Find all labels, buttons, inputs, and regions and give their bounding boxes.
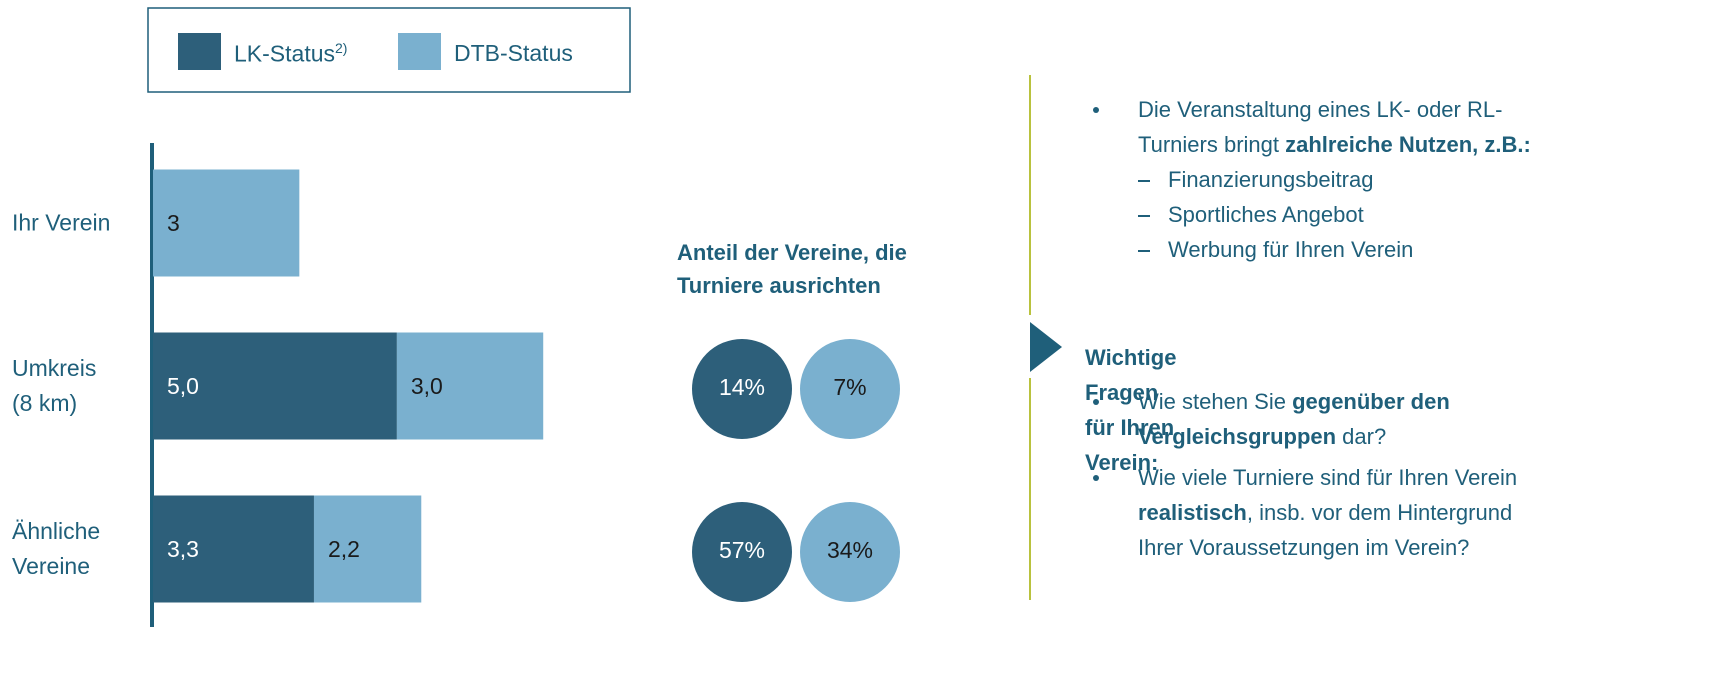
- sub-text: Sportliches Angebot: [1168, 202, 1364, 227]
- text-run: Wie viele Turniere sind für Ihren Verein: [1138, 465, 1518, 490]
- sub-item: Werbung für Ihren Verein: [1138, 232, 1558, 267]
- bar: [313, 495, 422, 603]
- category-label: Ähnliche Vereine: [12, 518, 101, 579]
- value-label: 5,0: [167, 373, 199, 399]
- bullet-dot: [1093, 107, 1099, 113]
- bar: [396, 332, 544, 440]
- bullet-text: Wie viele Turniere sind für Ihren Verein…: [1138, 460, 1558, 565]
- text-run: Die Veranstaltung eines LK- oder RL-Turn…: [1138, 97, 1503, 157]
- text-run: gegenüber den Vergleichsgruppen: [1138, 389, 1450, 449]
- value-label: 3: [167, 210, 180, 236]
- circle: [800, 502, 900, 602]
- legend-swatch: [178, 33, 221, 70]
- dash: [1138, 180, 1150, 182]
- bullet-text: Die Veranstaltung eines LK- oder RL-Turn…: [1138, 92, 1558, 162]
- text-run: Wie stehen Sie: [1138, 389, 1293, 414]
- text-run: , insb. vor dem Hintergrund Ihrer Voraus…: [1138, 500, 1513, 560]
- bar: [153, 169, 300, 277]
- category-label: Umkreis (8 km): [12, 355, 97, 416]
- legend-name: LK-Status: [234, 40, 335, 67]
- sub-text: Finanzierungsbeitrag: [1168, 167, 1374, 192]
- circle: [692, 502, 792, 602]
- value-label: 14%: [719, 374, 765, 400]
- arrow: [1030, 322, 1062, 372]
- sub-item: Finanzierungsbeitrag: [1138, 162, 1558, 197]
- legend-label: LK-Status2): [234, 40, 347, 68]
- legend-note: 2): [335, 40, 348, 56]
- bullet: Wie viele Turniere sind für Ihren Verein…: [1093, 460, 1558, 565]
- legend-box: [147, 7, 631, 93]
- text-run: dar?: [1336, 424, 1387, 449]
- circles-title: Anteil der Vereine, die Turniere ausrich…: [677, 240, 907, 298]
- bullet-dot: [1093, 399, 1099, 405]
- sub-text: Werbung für Ihren Verein: [1168, 237, 1414, 262]
- legend-swatch: [398, 33, 441, 70]
- legend-label: DTB-Status: [454, 40, 573, 67]
- bar: [153, 332, 397, 440]
- value-label: 2,2: [328, 536, 360, 562]
- dash: [1138, 215, 1150, 217]
- bullet: Wie stehen Sie gegenüber den Vergleichsg…: [1093, 384, 1558, 454]
- value-label: 57%: [719, 537, 765, 563]
- sub-item: Sportliches Angebot: [1138, 197, 1558, 232]
- bullet-dot: [1093, 475, 1099, 481]
- bullet-text: Wie stehen Sie gegenüber den Vergleichsg…: [1138, 384, 1558, 454]
- circle: [692, 339, 792, 439]
- bullet: Die Veranstaltung eines LK- oder RL-Turn…: [1093, 92, 1558, 267]
- category-label: Ihr Verein: [12, 209, 111, 236]
- value-label: 3,3: [167, 536, 199, 562]
- value-label: 34%: [827, 537, 873, 563]
- circle: [800, 339, 900, 439]
- text-run: zahlreiche Nutzen, z.B.:: [1285, 132, 1531, 157]
- heading: Wichtige Fragen für Ihren Verein:: [1085, 345, 1177, 475]
- bar: [153, 495, 314, 603]
- legend-name: DTB-Status: [454, 40, 573, 66]
- value-label: 7%: [833, 374, 866, 400]
- text-run: realistisch: [1138, 500, 1247, 525]
- value-label: 3,0: [411, 373, 443, 399]
- dash: [1138, 250, 1150, 252]
